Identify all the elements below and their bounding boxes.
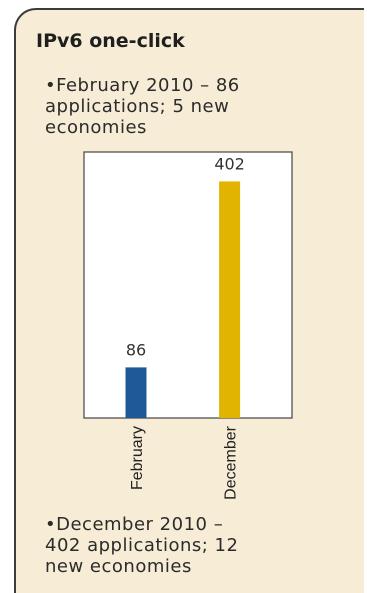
tick-label-december: December xyxy=(223,425,240,499)
card-title: IPv6 one-click xyxy=(36,30,185,52)
note-december: •December 2010 – 402 applications; 12 ne… xyxy=(45,514,239,577)
bar-february xyxy=(125,367,147,418)
tick-label-february: February xyxy=(129,426,146,490)
bar-december xyxy=(219,181,241,418)
data-label-december: 402 xyxy=(214,154,245,173)
data-label-february: 86 xyxy=(126,340,146,359)
note-february: •February 2010 – 86 applications; 5 new … xyxy=(45,75,240,138)
plot-frame xyxy=(83,151,293,419)
